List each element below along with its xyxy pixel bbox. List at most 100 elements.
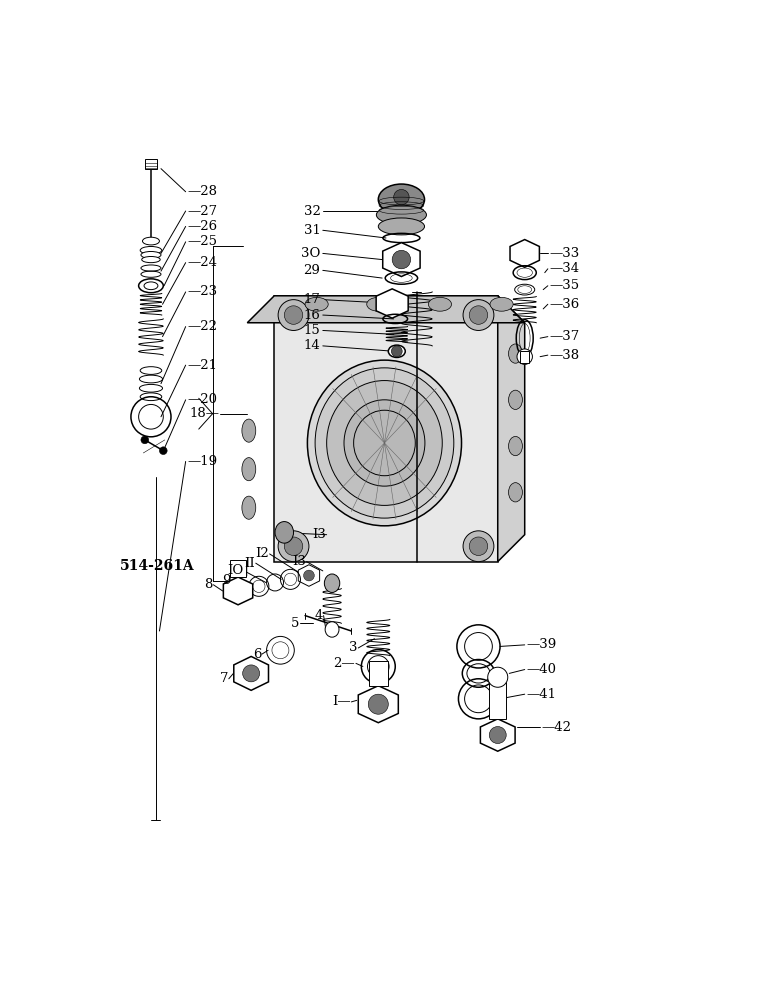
Circle shape xyxy=(391,346,402,357)
Circle shape xyxy=(469,537,488,555)
Text: —26: —26 xyxy=(187,220,217,233)
Ellipse shape xyxy=(378,218,425,235)
Text: —36: —36 xyxy=(550,298,580,311)
Text: —42: —42 xyxy=(542,721,571,734)
Circle shape xyxy=(489,727,506,744)
Ellipse shape xyxy=(378,184,425,215)
Text: I—: I— xyxy=(332,695,350,708)
Circle shape xyxy=(141,436,149,444)
Ellipse shape xyxy=(344,400,425,486)
Text: —24: —24 xyxy=(187,256,217,269)
Text: I3: I3 xyxy=(292,555,306,568)
Text: I2: I2 xyxy=(255,547,269,560)
Ellipse shape xyxy=(325,622,339,637)
Ellipse shape xyxy=(142,256,161,263)
Text: 32: 32 xyxy=(303,205,320,218)
Ellipse shape xyxy=(509,344,523,363)
Bar xyxy=(520,351,530,363)
Ellipse shape xyxy=(242,458,256,481)
Polygon shape xyxy=(376,289,408,318)
Text: —38: —38 xyxy=(550,349,580,362)
Polygon shape xyxy=(247,296,525,323)
Polygon shape xyxy=(274,296,498,562)
Text: 14: 14 xyxy=(303,339,320,352)
Polygon shape xyxy=(510,240,540,267)
Text: 17: 17 xyxy=(303,293,320,306)
Text: —22: —22 xyxy=(187,320,217,333)
Bar xyxy=(230,560,245,577)
Text: 15: 15 xyxy=(303,324,320,337)
Ellipse shape xyxy=(143,237,160,245)
Polygon shape xyxy=(480,719,515,751)
Circle shape xyxy=(242,665,259,682)
Text: —19: —19 xyxy=(187,455,217,468)
Text: —21: —21 xyxy=(187,359,217,372)
Text: 3O: 3O xyxy=(301,247,320,260)
Text: —41: —41 xyxy=(527,688,557,701)
Polygon shape xyxy=(298,565,320,586)
Text: —37: —37 xyxy=(550,330,580,343)
Text: 29: 29 xyxy=(303,264,320,277)
Circle shape xyxy=(278,531,309,562)
Text: —33: —33 xyxy=(550,247,580,260)
Bar xyxy=(489,682,506,719)
Ellipse shape xyxy=(305,297,328,311)
Ellipse shape xyxy=(377,205,426,225)
Text: 18—: 18— xyxy=(190,407,219,420)
Polygon shape xyxy=(383,243,420,277)
Circle shape xyxy=(284,537,303,555)
Ellipse shape xyxy=(141,246,162,254)
Ellipse shape xyxy=(367,297,390,311)
Ellipse shape xyxy=(324,574,340,592)
Text: 9: 9 xyxy=(222,574,230,587)
Ellipse shape xyxy=(307,360,462,526)
Ellipse shape xyxy=(509,483,523,502)
Ellipse shape xyxy=(275,522,293,543)
Text: —39: —39 xyxy=(527,638,557,651)
Text: I3: I3 xyxy=(312,528,326,541)
Ellipse shape xyxy=(509,390,523,409)
Ellipse shape xyxy=(428,297,452,311)
Circle shape xyxy=(278,300,309,330)
Circle shape xyxy=(368,694,388,714)
Ellipse shape xyxy=(141,251,161,258)
Text: 2—: 2— xyxy=(334,657,355,670)
Circle shape xyxy=(488,667,508,687)
Text: 5: 5 xyxy=(291,617,300,630)
Text: 6: 6 xyxy=(252,648,261,661)
Text: —35: —35 xyxy=(550,279,580,292)
Circle shape xyxy=(160,447,168,455)
Text: —25: —25 xyxy=(187,235,217,248)
Bar xyxy=(145,159,157,169)
Circle shape xyxy=(463,531,494,562)
Text: —27: —27 xyxy=(187,205,217,218)
Ellipse shape xyxy=(315,368,454,518)
Text: 16: 16 xyxy=(303,309,320,322)
Circle shape xyxy=(517,349,533,364)
Ellipse shape xyxy=(242,496,256,519)
Ellipse shape xyxy=(490,297,513,311)
Polygon shape xyxy=(358,686,398,723)
Circle shape xyxy=(284,306,303,324)
Text: II: II xyxy=(244,557,255,570)
Text: 7: 7 xyxy=(219,672,228,685)
Text: 8: 8 xyxy=(205,578,212,591)
Text: —20: —20 xyxy=(187,393,217,406)
Text: —28: —28 xyxy=(187,185,217,198)
Text: —40: —40 xyxy=(527,663,557,676)
Text: 514-261A: 514-261A xyxy=(120,559,195,573)
Circle shape xyxy=(303,570,314,581)
Circle shape xyxy=(392,250,411,269)
Polygon shape xyxy=(223,577,252,605)
Polygon shape xyxy=(498,296,525,562)
Text: 31: 31 xyxy=(303,224,320,237)
Circle shape xyxy=(463,300,494,330)
Circle shape xyxy=(394,189,409,205)
Text: 3: 3 xyxy=(349,641,357,654)
Text: —34: —34 xyxy=(550,262,580,275)
Ellipse shape xyxy=(327,381,442,505)
Ellipse shape xyxy=(388,345,405,357)
Polygon shape xyxy=(234,656,269,690)
Circle shape xyxy=(469,306,488,324)
Ellipse shape xyxy=(509,436,523,456)
